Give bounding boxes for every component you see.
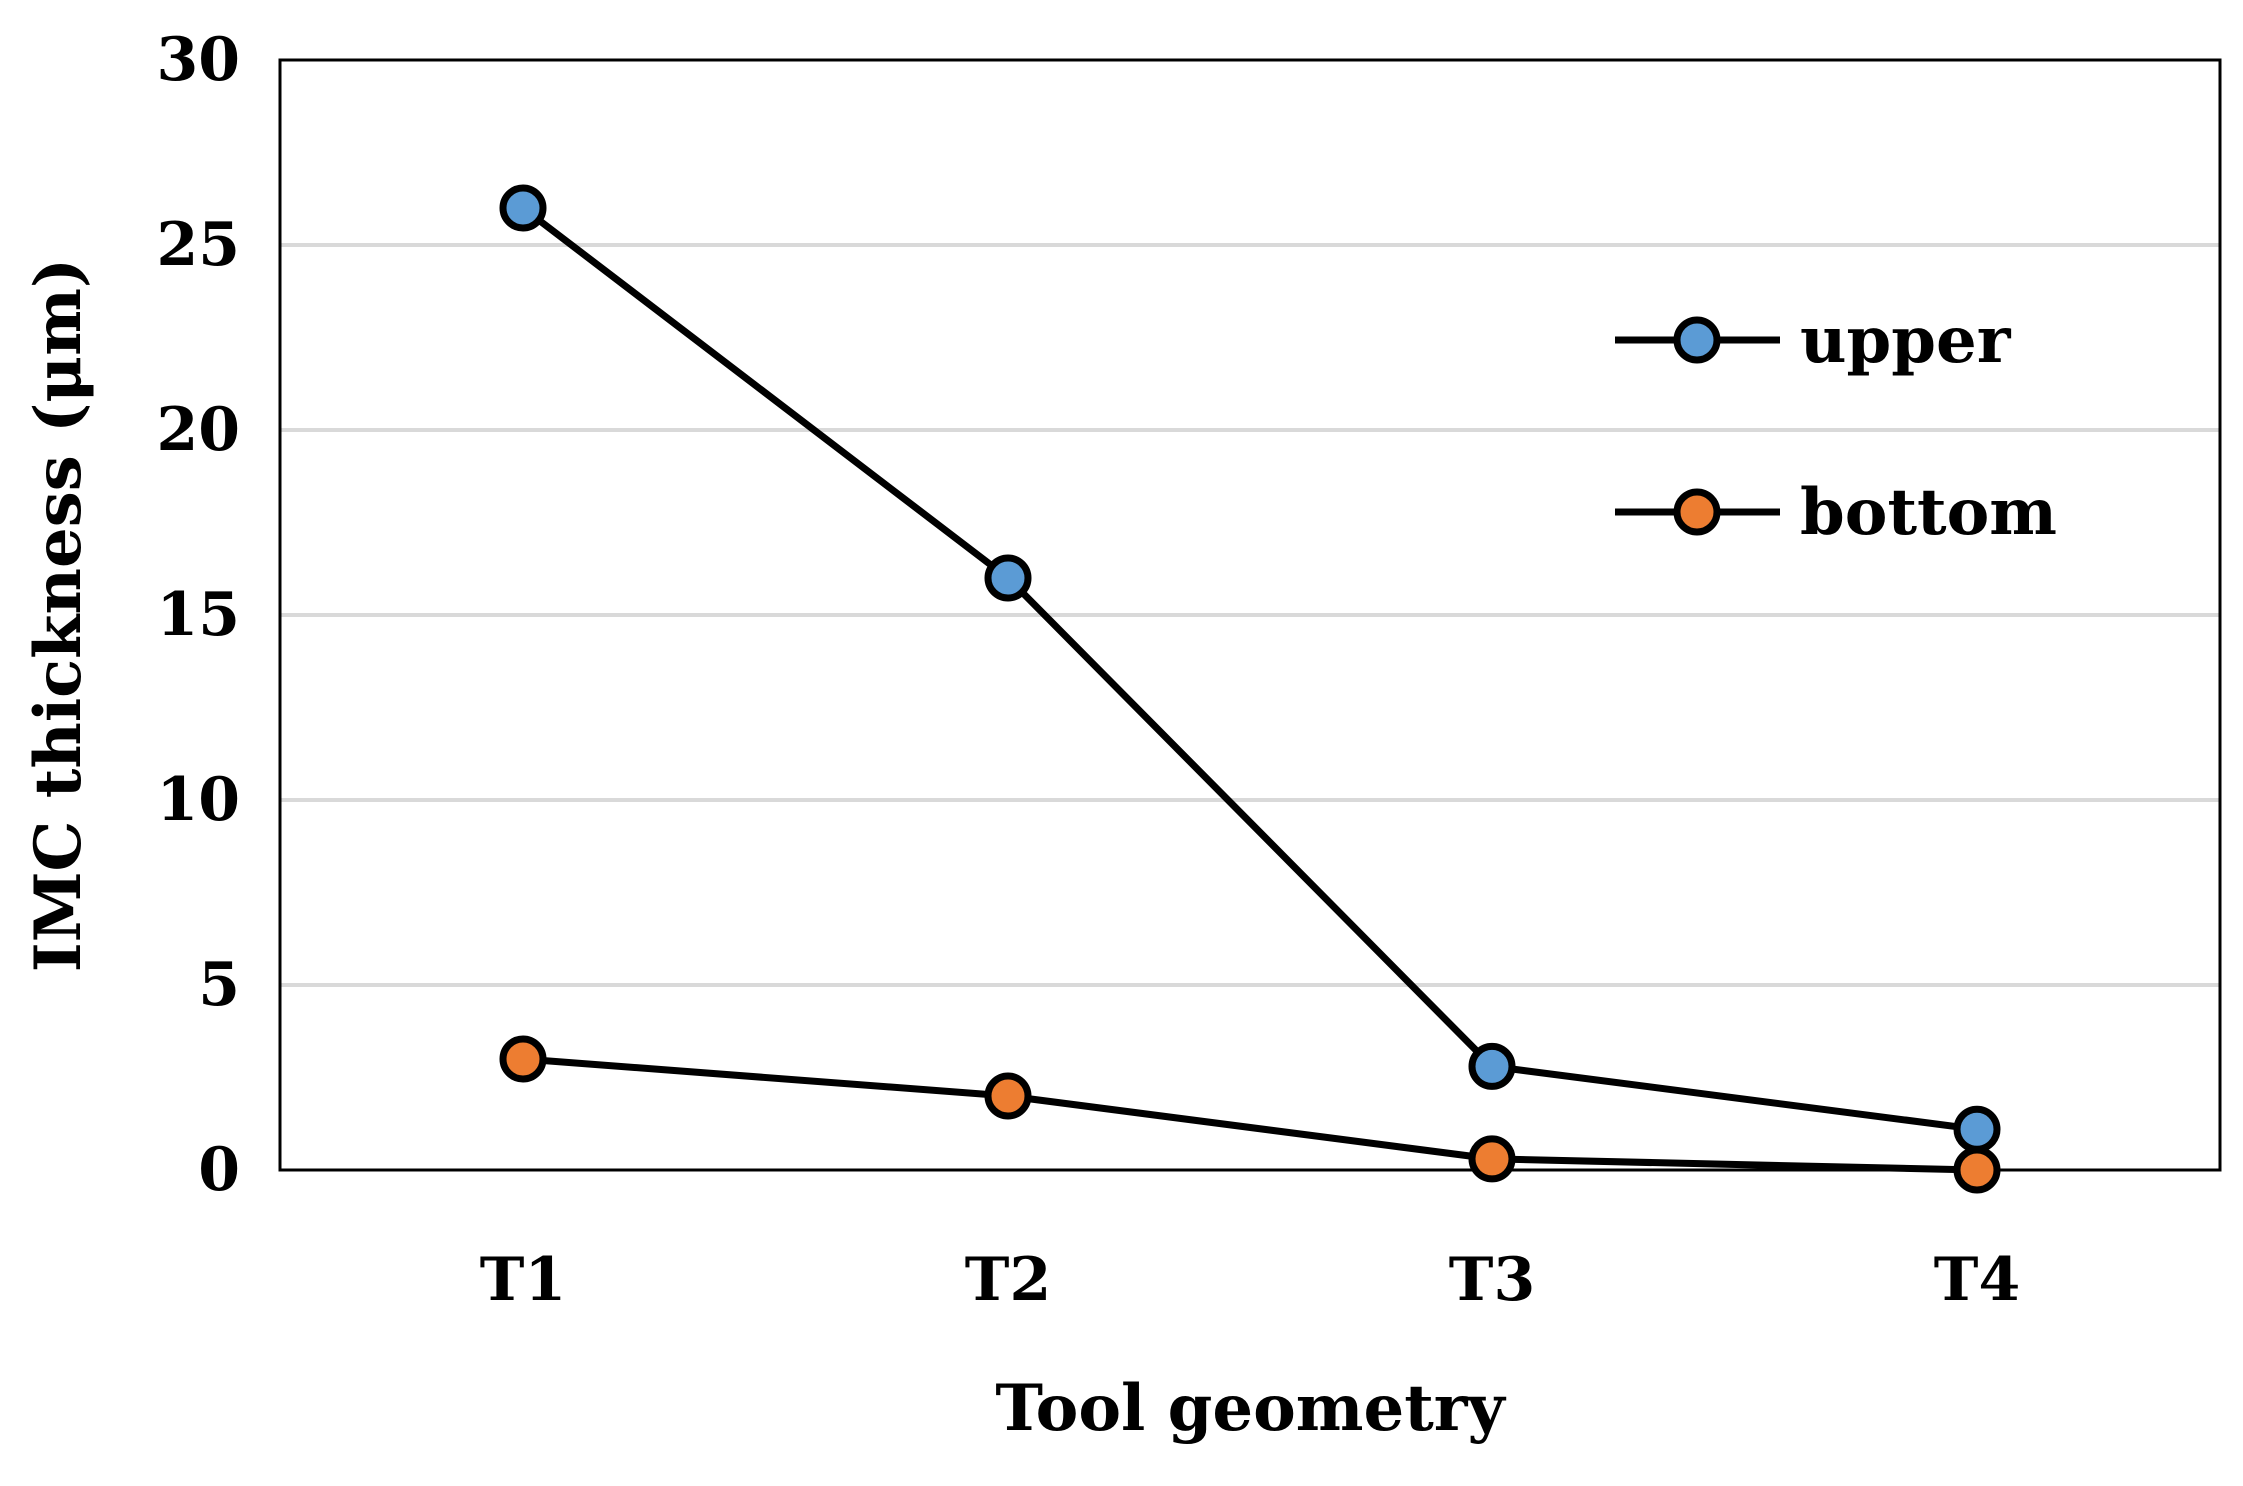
- data-point-upper: [499, 184, 547, 232]
- data-point-upper: [1953, 1105, 2001, 1153]
- data-point-upper: [1468, 1042, 1516, 1090]
- plot-area: [278, 58, 2222, 1172]
- data-point-bottom: [984, 1072, 1032, 1120]
- y-axis-ticks: 0 5 10 15 20 25 30: [157, 25, 241, 1205]
- legend: upper bottom: [1615, 303, 2057, 550]
- x-tick-label: T2: [965, 1245, 1051, 1315]
- x-tick-label: T3: [1449, 1245, 1535, 1315]
- y-axis-label: IMC thickness (μm): [21, 258, 96, 972]
- series-line-bottom: [522, 1055, 1978, 1174]
- y-tick-label: 0: [198, 1135, 240, 1205]
- y-tick-label: 25: [157, 210, 241, 280]
- series-layer: [499, 184, 2001, 1194]
- x-tick-label: T1: [480, 1245, 566, 1315]
- data-point-bottom: [1468, 1135, 1516, 1183]
- y-tick-label: 10: [157, 765, 241, 835]
- gridlines: [280, 243, 2220, 987]
- legend-item-bottom: bottom: [1615, 475, 2057, 550]
- legend-marker: [1673, 316, 1721, 364]
- legend-marker: [1673, 488, 1721, 536]
- legend-item-upper: upper: [1615, 303, 2012, 378]
- series-line-upper: [520, 205, 1978, 1133]
- legend-label: upper: [1800, 303, 2012, 378]
- data-point-bottom: [499, 1035, 547, 1083]
- x-axis-label: Tool geometry: [995, 1371, 1506, 1446]
- data-point-bottom: [1953, 1146, 2001, 1194]
- y-tick-label: 5: [198, 950, 240, 1020]
- y-tick-label: 20: [157, 395, 241, 465]
- y-tick-label: 30: [157, 25, 241, 95]
- y-tick-label: 15: [157, 580, 241, 650]
- data-point-upper: [984, 554, 1032, 602]
- x-tick-label: T4: [1934, 1245, 2020, 1315]
- legend-label: bottom: [1800, 475, 2057, 550]
- x-axis-ticks: T1 T2 T3 T4: [480, 1245, 2020, 1315]
